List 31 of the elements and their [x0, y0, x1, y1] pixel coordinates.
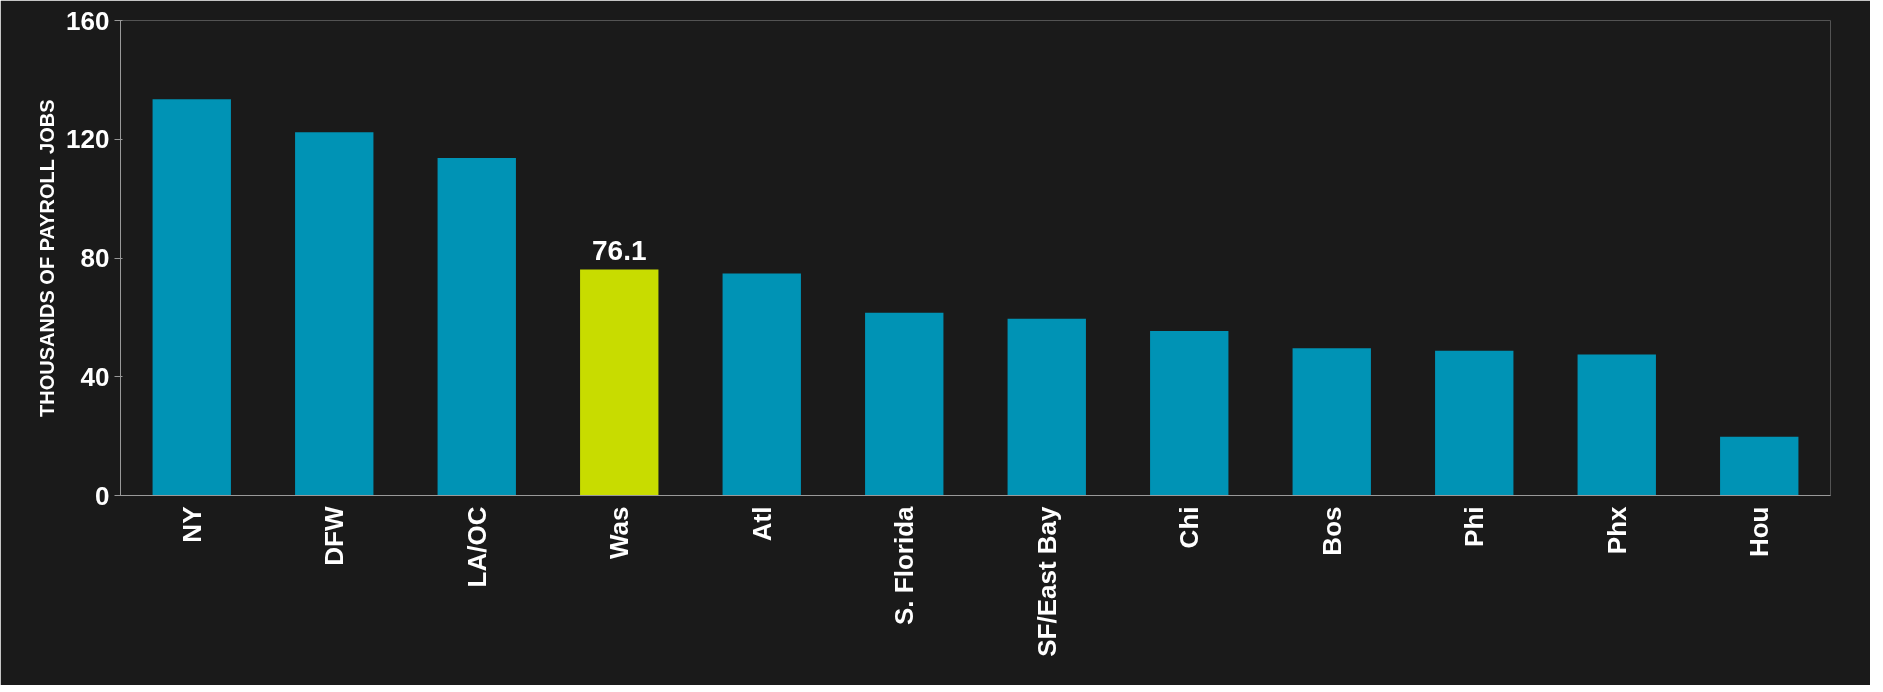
- bar: [1292, 348, 1371, 496]
- x-tick-label: Bos: [1316, 506, 1347, 556]
- bar: [1720, 436, 1799, 496]
- x-tick-label: SF/East Bay: [1031, 505, 1062, 657]
- x-tick-label: NY: [176, 506, 207, 543]
- y-tick-label: 80: [80, 243, 110, 273]
- bar: [437, 157, 516, 496]
- y-axis-title: THOUSANDS OF PAYROLL JOBS: [36, 99, 59, 417]
- bar: [580, 269, 659, 496]
- data-label: 76.1: [592, 234, 647, 266]
- bar: [722, 273, 801, 496]
- bar: [1150, 331, 1229, 496]
- x-tick-label: Was: [604, 506, 635, 559]
- y-tick-label: 120: [66, 124, 110, 155]
- y-tick-label: 0: [95, 480, 110, 511]
- bar: [1435, 350, 1514, 496]
- x-tick-label: LA/OC: [461, 506, 492, 588]
- y-tick-label: 160: [66, 5, 110, 36]
- bar: [1577, 354, 1656, 496]
- x-tick-label: Phx: [1601, 505, 1632, 555]
- bar: [865, 312, 944, 496]
- x-tick-label: Hou: [1744, 506, 1775, 558]
- x-tick-label: S. Florida: [889, 505, 920, 625]
- bar: [1007, 318, 1086, 496]
- bar: [152, 99, 231, 496]
- x-tick-label: Chi: [1174, 506, 1205, 549]
- x-tick-label: Phi: [1459, 506, 1490, 547]
- x-tick-label: Atl: [746, 506, 777, 542]
- y-tick-label: 40: [80, 361, 110, 392]
- x-tick-label: DFW: [319, 506, 350, 566]
- bar: [295, 132, 374, 496]
